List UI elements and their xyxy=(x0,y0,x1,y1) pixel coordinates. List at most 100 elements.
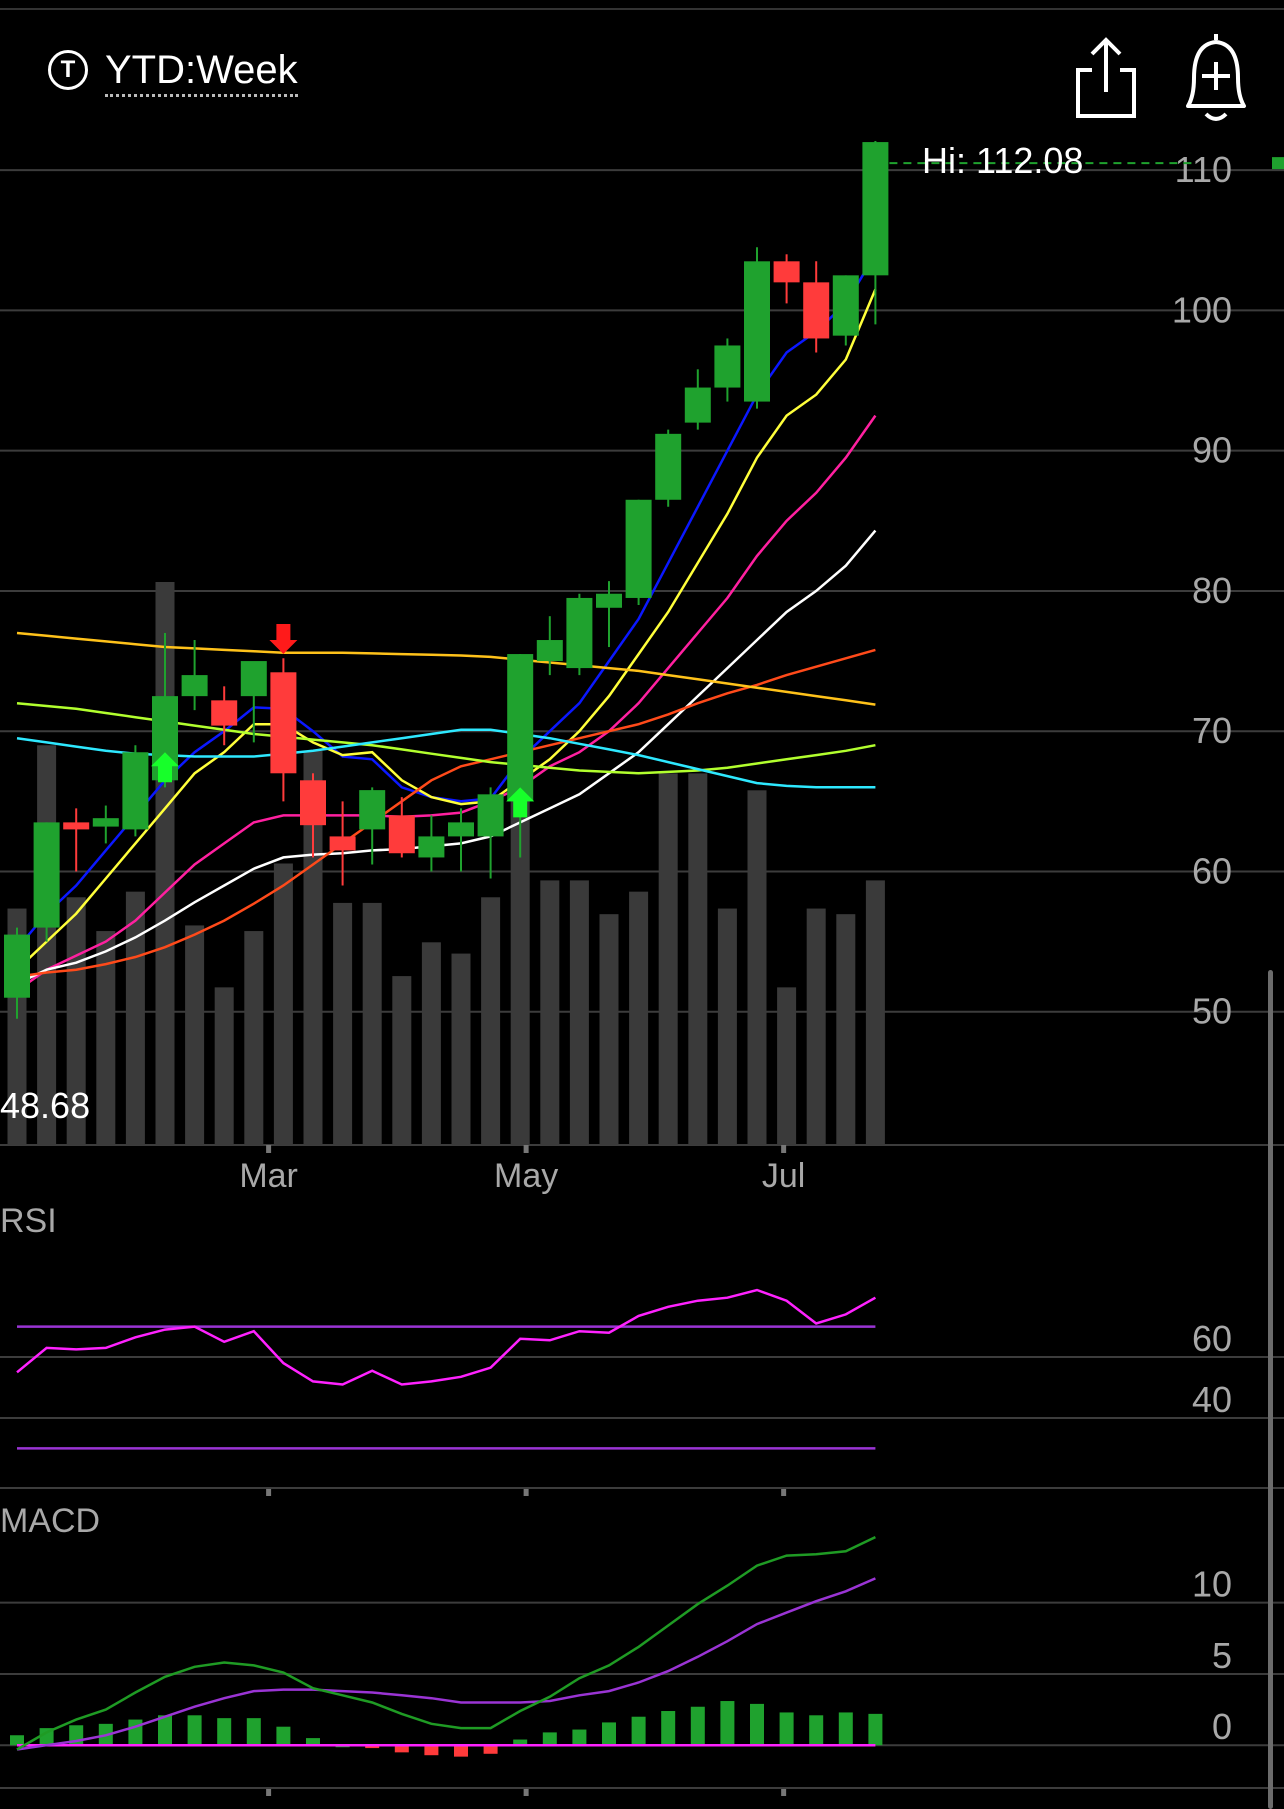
macd-histogram-bar xyxy=(187,1715,202,1746)
macd-histogram-bar xyxy=(306,1738,320,1746)
candle-body xyxy=(566,597,593,669)
volume-bar xyxy=(96,931,116,1145)
candle-body xyxy=(388,815,415,854)
candle-body xyxy=(773,261,800,283)
volume-bar xyxy=(865,880,885,1145)
top-divider xyxy=(0,8,1284,10)
candle-body xyxy=(744,261,770,402)
scrollbar[interactable] xyxy=(1268,970,1273,1809)
price-tick-label: 60 xyxy=(1192,850,1232,891)
macd-histogram-bar xyxy=(720,1701,735,1746)
volume-bar xyxy=(481,897,501,1145)
candle-body xyxy=(240,661,267,697)
macd-signal-line xyxy=(16,1577,876,1751)
macd-histogram-bar xyxy=(542,1732,557,1746)
price-tick-label: 50 xyxy=(1192,991,1232,1032)
volume-bar xyxy=(421,942,441,1145)
candle-body xyxy=(33,822,60,928)
x-tick-label: Mar xyxy=(239,1157,298,1195)
macd-histogram-bar xyxy=(513,1739,528,1746)
volume-bar xyxy=(629,891,649,1145)
candle-body xyxy=(862,142,889,276)
macd-histogram-bar xyxy=(809,1715,824,1746)
volume-bar xyxy=(777,987,797,1145)
macd-histogram-bar xyxy=(572,1729,587,1746)
macd-histogram-bar xyxy=(779,1712,794,1746)
moving-average-line xyxy=(16,288,877,971)
macd-histogram-bar xyxy=(276,1726,291,1746)
moving-average-line xyxy=(16,529,877,985)
candle-body xyxy=(359,790,386,830)
macd-histogram-bar xyxy=(158,1715,172,1746)
macd-histogram-bar xyxy=(690,1706,705,1746)
macd-tick-label: 5 xyxy=(1212,1635,1232,1676)
volume-bar xyxy=(214,987,234,1145)
price-tick-label: 70 xyxy=(1192,710,1232,751)
buy-arrow-icon xyxy=(151,752,179,783)
t-circle-icon-letter: T xyxy=(60,56,76,83)
macd-tick-label: 0 xyxy=(1212,1706,1232,1747)
macd-histogram-bar xyxy=(217,1718,232,1746)
volume-bar xyxy=(333,902,353,1145)
chart-header: T YTD:Week xyxy=(0,30,1284,130)
moving-average-line xyxy=(16,253,877,950)
macd-line xyxy=(16,1535,876,1751)
macd-histogram-bar xyxy=(838,1712,853,1746)
macd-tick-label: 10 xyxy=(1192,1564,1232,1605)
moving-averages xyxy=(16,253,877,992)
price-tick-label: 80 xyxy=(1192,570,1232,611)
macd-histogram-bar xyxy=(750,1703,764,1746)
price-tick-label: 90 xyxy=(1192,430,1232,471)
volume-bar xyxy=(273,863,293,1145)
volume-bars xyxy=(7,582,885,1145)
x-tick-label: Jul xyxy=(762,1157,805,1195)
candle-body xyxy=(832,275,859,336)
last-price-marker xyxy=(1272,157,1284,170)
rsi-line xyxy=(16,1288,877,1386)
macd-panel: MACD 0 5 10 xyxy=(0,1502,1284,1789)
macd-histogram-bar xyxy=(868,1713,883,1746)
macd-histogram-bar xyxy=(483,1745,498,1754)
moving-average-line xyxy=(16,648,876,978)
range-selector[interactable]: YTD:Week xyxy=(105,48,298,97)
low-label: 48.68 xyxy=(0,1085,91,1126)
volume-bar xyxy=(747,790,767,1145)
macd-histogram-bar xyxy=(128,1719,143,1746)
macd-histogram-bar xyxy=(602,1722,616,1746)
candle-body xyxy=(477,794,504,837)
candle-body xyxy=(536,640,563,662)
macd-title: MACD xyxy=(0,1502,100,1540)
high-label: Hi: 112.08 xyxy=(922,140,1084,181)
volume-bar xyxy=(658,773,678,1145)
candle-body xyxy=(418,836,445,858)
candle-body xyxy=(63,822,90,830)
macd-histogram-bar xyxy=(39,1728,54,1746)
candle-body xyxy=(211,700,238,726)
share-icon[interactable] xyxy=(1070,34,1144,124)
rsi-panel: RSI 40 60 xyxy=(0,1202,1284,1489)
moving-average-line xyxy=(16,631,876,706)
macd-histogram-bar xyxy=(661,1711,676,1746)
candle-body xyxy=(655,433,682,500)
alert-add-icon[interactable] xyxy=(1178,30,1254,130)
t-circle-icon[interactable]: T xyxy=(48,50,88,90)
rsi-tick-label: 40 xyxy=(1192,1379,1232,1420)
rsi-title: RSI xyxy=(0,1202,57,1240)
volume-bar xyxy=(303,750,323,1145)
candle-body xyxy=(329,836,356,851)
macd-histogram-bar xyxy=(365,1745,380,1749)
candle-body xyxy=(181,675,208,697)
moving-average-line xyxy=(16,414,877,992)
candle-body xyxy=(507,654,534,802)
macd-histogram-bar xyxy=(631,1716,646,1746)
candle-body xyxy=(625,499,652,598)
volume-bar xyxy=(451,953,471,1145)
price-tick-label: 100 xyxy=(1172,289,1232,330)
volume-bar xyxy=(569,880,589,1145)
volume-bar xyxy=(688,773,708,1145)
volume-bar xyxy=(540,880,560,1145)
volume-bar xyxy=(392,976,412,1145)
candle-body xyxy=(122,752,149,830)
